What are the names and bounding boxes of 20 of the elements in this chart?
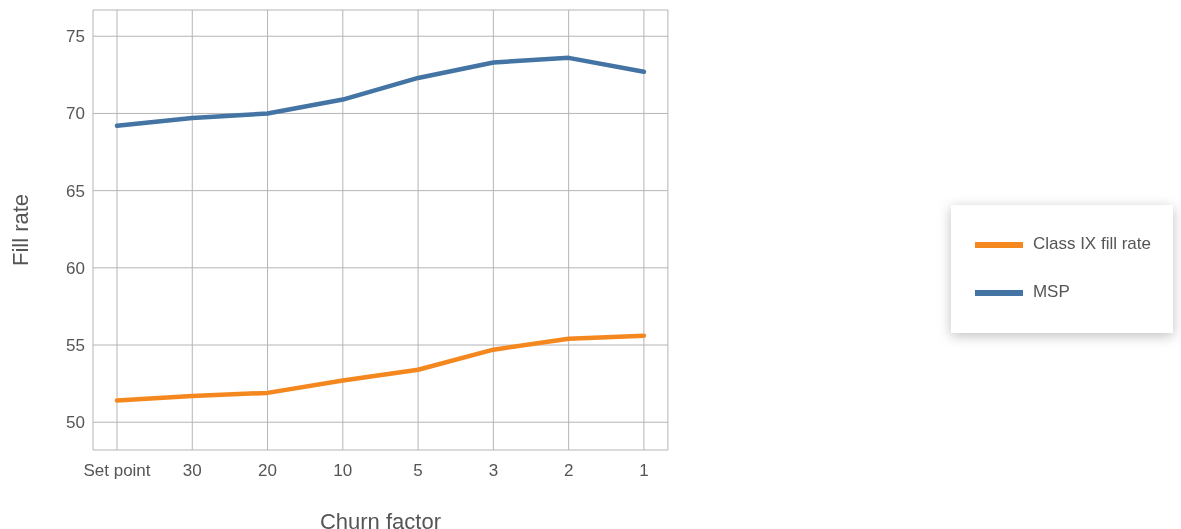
y-tick-label: 75: [66, 27, 85, 47]
x-tick-label: 1: [639, 461, 649, 481]
x-tick-label: 20: [258, 461, 278, 481]
x-tick-label: 10: [333, 461, 353, 481]
legend-label: MSP: [1032, 281, 1070, 301]
y-tick-label: 65: [66, 181, 85, 201]
x-tick-label: 30: [182, 461, 202, 481]
x-tick-label: Set point: [83, 461, 151, 481]
y-tick-label: 50: [66, 413, 85, 433]
x-tick-label: 2: [563, 461, 574, 481]
y-tick-label: 55: [66, 336, 85, 356]
x-tick-label: 3: [488, 461, 499, 481]
line-series: [114, 55, 647, 129]
y-tick-label: 60: [66, 258, 85, 278]
y-axis-title: Fill rate: [7, 193, 33, 267]
x-tick-label: 5: [413, 461, 423, 481]
legend-label: Class IX fill rate: [1032, 233, 1151, 253]
line-series: [114, 333, 647, 403]
x-axis-title: Churn factor: [319, 509, 441, 529]
y-tick-label: 70: [66, 104, 85, 124]
